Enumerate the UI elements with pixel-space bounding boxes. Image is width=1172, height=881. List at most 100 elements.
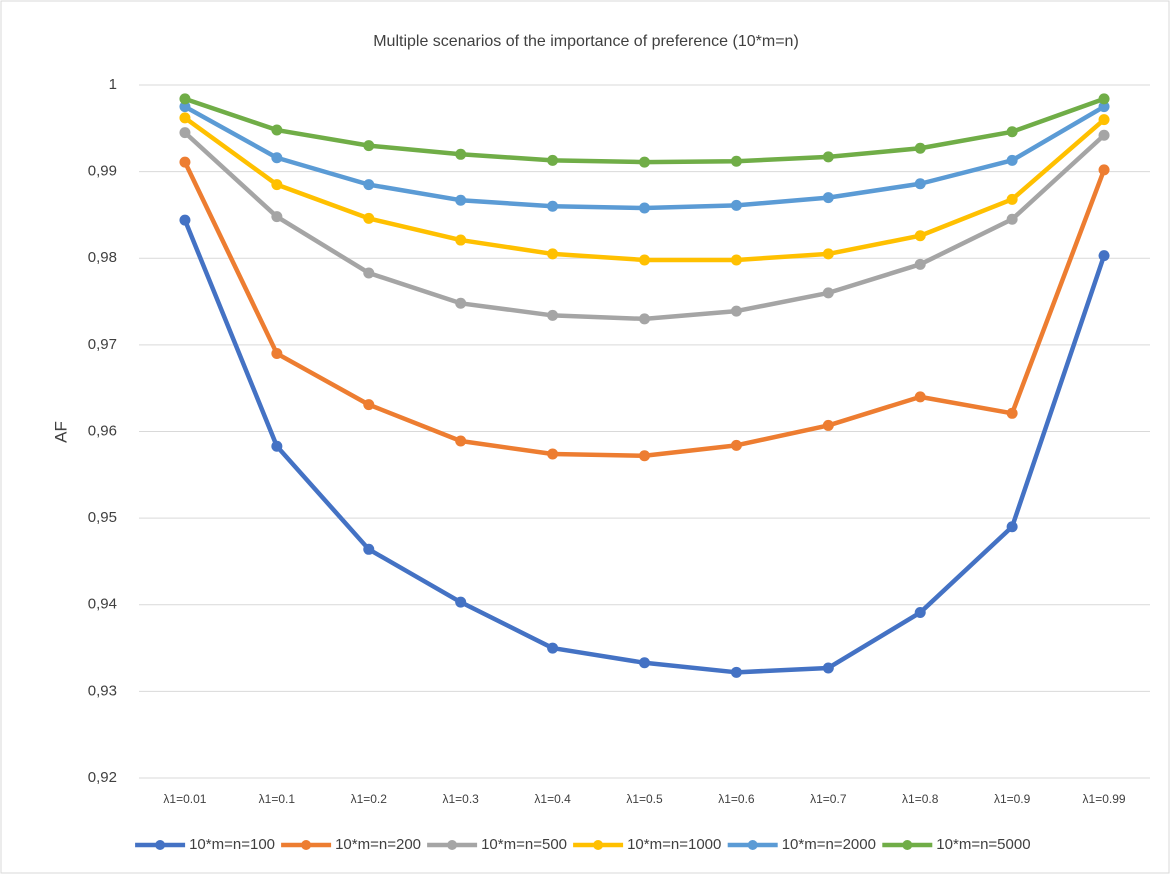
y-tick-label: 0,97 — [88, 336, 117, 353]
data-point — [639, 156, 650, 168]
legend-label: 10*m=n=5000 — [936, 836, 1030, 853]
x-tick-label: λ1=0.99 — [1083, 792, 1126, 806]
data-point — [363, 399, 375, 411]
data-point — [363, 140, 375, 152]
legend-label: 10*m=n=2000 — [782, 836, 876, 853]
data-point — [547, 154, 559, 166]
data-point — [1098, 101, 1110, 113]
data-point — [271, 211, 283, 223]
data-point — [914, 258, 926, 270]
data-point — [914, 391, 926, 403]
legend-marker — [902, 840, 913, 850]
y-tick-label: 0,98 — [88, 249, 117, 266]
data-point — [822, 192, 834, 204]
legend-label: 10*m=n=100 — [189, 836, 275, 853]
y-tick-label: 0,96 — [88, 422, 117, 439]
x-tick-label: λ1=0.7 — [810, 792, 847, 806]
data-point — [179, 101, 191, 113]
data-point — [547, 642, 559, 654]
data-point — [271, 124, 283, 136]
x-tick-label: λ1=0.01 — [163, 792, 206, 806]
data-point — [730, 199, 742, 211]
data-point — [1098, 164, 1110, 176]
legend-label: 10*m=n=200 — [335, 836, 421, 853]
data-point — [730, 254, 742, 266]
data-point — [455, 194, 467, 206]
y-tick-label: 0,94 — [88, 596, 117, 613]
data-point — [271, 440, 283, 452]
x-tick-label: λ1=0.5 — [626, 792, 663, 806]
legend-marker — [155, 840, 166, 850]
data-point — [730, 155, 742, 167]
data-point — [179, 112, 191, 124]
x-tick-label: λ1=0.1 — [259, 792, 296, 806]
data-point — [1006, 193, 1018, 205]
data-point — [639, 202, 650, 214]
x-tick-label: λ1=0.2 — [351, 792, 388, 806]
data-point — [914, 178, 926, 190]
data-point — [363, 543, 375, 555]
data-point — [1098, 250, 1110, 262]
data-point — [822, 287, 834, 299]
x-tick-label: λ1=0.8 — [902, 792, 939, 806]
data-point — [547, 309, 559, 321]
legend-marker — [447, 840, 458, 850]
y-tick-label: 0,99 — [88, 163, 117, 180]
data-point — [455, 297, 467, 309]
data-point — [271, 179, 283, 191]
data-point — [1006, 407, 1018, 419]
y-tick-label: 0,92 — [88, 769, 117, 786]
legend-label: 10*m=n=1000 — [627, 836, 721, 853]
data-point — [639, 254, 650, 266]
data-point — [914, 607, 926, 619]
legend-marker — [301, 840, 312, 850]
y-tick-label: 0,95 — [88, 509, 117, 526]
data-point — [822, 151, 834, 163]
x-tick-label: λ1=0.3 — [442, 792, 479, 806]
data-point — [179, 156, 191, 168]
data-point — [271, 348, 283, 360]
data-point — [363, 267, 375, 279]
legend-label: 10*m=n=500 — [481, 836, 567, 853]
data-point — [547, 248, 559, 260]
data-point — [639, 657, 650, 669]
data-point — [639, 313, 650, 325]
data-point — [822, 662, 834, 674]
legend-marker — [593, 840, 604, 850]
chart-title: Multiple scenarios of the importance of … — [373, 33, 799, 50]
data-point — [639, 450, 650, 462]
data-point — [1006, 213, 1018, 225]
y-tick-label: 0,93 — [88, 682, 117, 699]
x-tick-label: λ1=0.9 — [994, 792, 1031, 806]
x-tick-label: λ1=0.6 — [718, 792, 755, 806]
x-tick-label: λ1=0.4 — [534, 792, 571, 806]
data-point — [730, 666, 742, 678]
data-point — [179, 127, 191, 139]
data-point — [1006, 154, 1018, 166]
data-point — [179, 93, 191, 105]
data-point — [363, 179, 375, 191]
y-axis-label: AF — [51, 421, 70, 443]
data-point — [455, 596, 467, 608]
data-point — [730, 439, 742, 451]
data-point — [271, 152, 283, 164]
data-point — [1098, 114, 1110, 126]
data-point — [1098, 93, 1110, 105]
data-point — [822, 419, 834, 431]
data-point — [547, 200, 559, 212]
data-point — [1006, 126, 1018, 138]
data-point — [179, 214, 191, 226]
data-point — [455, 148, 467, 160]
data-point — [547, 448, 559, 460]
data-point — [1006, 521, 1018, 533]
data-point — [1098, 129, 1110, 141]
legend-marker — [747, 840, 758, 850]
data-point — [455, 234, 467, 246]
y-tick-label: 1 — [109, 76, 117, 93]
data-point — [822, 248, 834, 260]
data-point — [914, 230, 926, 242]
data-point — [914, 142, 926, 154]
data-point — [363, 212, 375, 224]
